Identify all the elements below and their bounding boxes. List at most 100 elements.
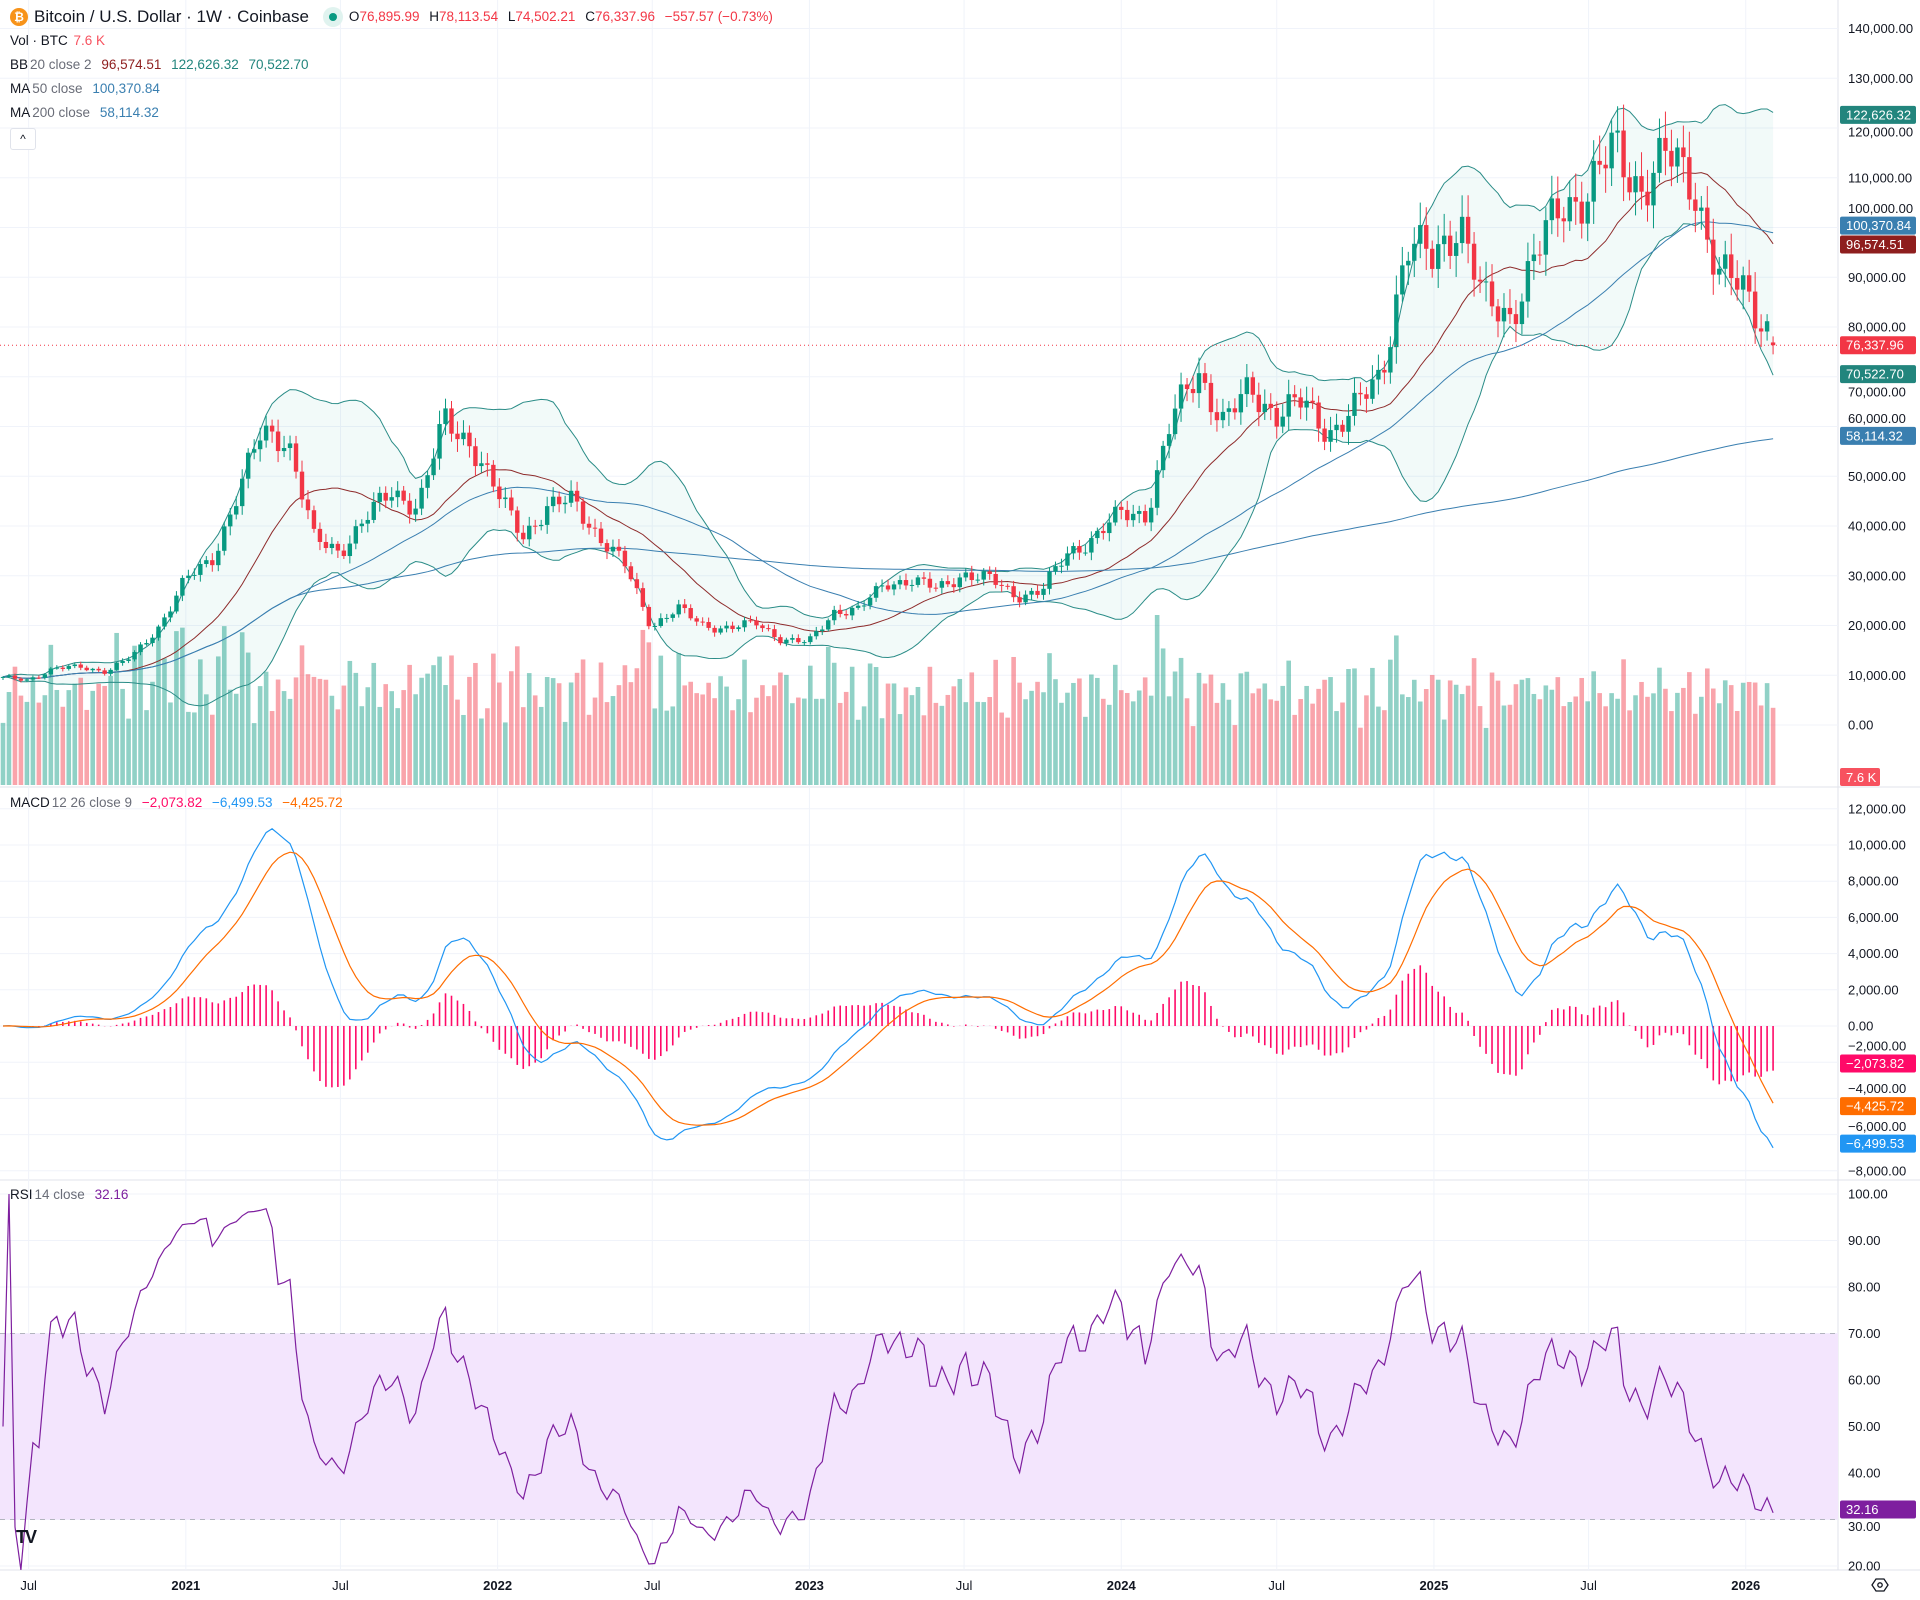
volume-bar xyxy=(60,706,66,785)
volume-bar xyxy=(736,699,741,785)
collapse-legend-button[interactable]: ^ xyxy=(10,128,36,150)
candle-body xyxy=(1394,294,1399,348)
bb-legend[interactable]: BB 20 close 2 96,574.51 122,626.32 70,522… xyxy=(10,57,309,72)
candle-body xyxy=(1328,430,1333,442)
ma200-legend[interactable]: MA 200 close 58,114.32 xyxy=(10,105,159,120)
symbol-title[interactable]: Bitcoin / U.S. Dollar · 1W · Coinbase xyxy=(34,7,309,26)
volume-bar xyxy=(413,694,418,785)
ma200-value: 58,114.32 xyxy=(99,105,159,120)
volume-bar xyxy=(1316,688,1321,785)
rsi-legend[interactable]: RSI 14 close 32.16 xyxy=(10,1187,129,1202)
candle-body xyxy=(1256,394,1261,413)
candle-body xyxy=(622,550,628,567)
candle-body xyxy=(389,497,394,501)
candle-body xyxy=(1447,235,1453,256)
candle-body xyxy=(1675,147,1680,167)
candle-body xyxy=(1214,412,1220,421)
candle-body xyxy=(1615,130,1620,133)
volume-bar xyxy=(945,694,951,785)
candle-body xyxy=(861,605,867,607)
rsi-axis-label: 30.00 xyxy=(1848,1519,1881,1534)
candle-body xyxy=(1065,553,1070,566)
volume-bar xyxy=(1561,706,1567,785)
price-axis-label: 130,000.00 xyxy=(1848,71,1913,86)
candle-body xyxy=(1669,150,1674,167)
volume-bar xyxy=(1675,692,1680,785)
volume-bar xyxy=(604,702,610,785)
candle-body xyxy=(347,543,353,557)
volume-bar xyxy=(909,695,915,785)
volume-bar xyxy=(903,687,909,785)
volume-bar xyxy=(1699,696,1704,785)
volume-bar xyxy=(239,632,245,785)
candle-body xyxy=(730,625,735,630)
candle-body xyxy=(1579,201,1584,224)
volume-bar xyxy=(790,703,795,785)
candle-body xyxy=(1364,394,1369,399)
candle-body xyxy=(1226,408,1232,412)
candle-body xyxy=(855,605,861,608)
tradingview-logo[interactable]: TV xyxy=(16,1527,37,1547)
candle-body xyxy=(826,620,831,630)
candle-body xyxy=(1137,511,1142,514)
candle-body xyxy=(1005,585,1010,587)
volume-bar xyxy=(1573,696,1579,785)
time-axis-label: Jul xyxy=(332,1578,349,1593)
volume-bar xyxy=(1089,674,1094,785)
candle-body xyxy=(1561,218,1566,222)
volume-bar xyxy=(1621,659,1626,785)
candle-body xyxy=(60,667,65,669)
volume-bar xyxy=(544,677,550,785)
volume-bar xyxy=(1770,707,1776,785)
macd-signal-line xyxy=(2,851,1774,1126)
volume-bar xyxy=(1011,656,1016,785)
rsi-axis-label: 80.00 xyxy=(1848,1280,1881,1295)
volume-bar xyxy=(1411,679,1417,785)
candle-body xyxy=(1202,373,1208,383)
volume-bar xyxy=(694,693,699,785)
candle-body xyxy=(718,628,723,633)
volume-bar xyxy=(933,702,939,785)
candle-body xyxy=(305,499,311,511)
candle-body xyxy=(975,579,980,581)
volume-bar xyxy=(1166,696,1172,785)
volume-bar xyxy=(473,662,478,785)
volume-bar xyxy=(837,702,843,785)
volume-bar xyxy=(1154,615,1160,785)
candle-body xyxy=(628,566,634,580)
candle-body xyxy=(1585,201,1590,224)
volume-bar xyxy=(700,694,705,785)
candle-body xyxy=(108,669,113,674)
candle-body xyxy=(1687,157,1692,200)
candle-body xyxy=(467,432,472,447)
volume-bar xyxy=(1609,693,1614,785)
settings-icon[interactable] xyxy=(1871,1578,1889,1592)
volume-bar xyxy=(1459,694,1465,785)
volume-bar xyxy=(1208,674,1214,785)
ma50-legend[interactable]: MA 50 close 100,370.84 xyxy=(10,81,160,96)
volume-bar xyxy=(885,683,891,785)
candle-body xyxy=(311,510,317,529)
volume-bar xyxy=(1394,635,1399,785)
candle-body xyxy=(879,585,885,587)
volume-legend[interactable]: Vol · BTC 7.6 K xyxy=(10,33,106,48)
candle-body xyxy=(1298,397,1303,408)
volume-bar xyxy=(425,673,430,785)
candle-body xyxy=(66,666,71,669)
candle-body xyxy=(610,546,616,552)
volume-bar xyxy=(54,689,60,785)
macd-legend[interactable]: MACD 12 26 close 9 −2,073.82 −6,499.53 −4… xyxy=(10,795,343,810)
candle-body xyxy=(616,546,622,551)
volume-bar xyxy=(1232,725,1238,785)
volume-bar xyxy=(1370,667,1375,785)
candle-body xyxy=(1603,164,1608,169)
candle-body xyxy=(281,448,287,452)
candle-body xyxy=(832,609,837,621)
candle-body xyxy=(269,425,275,432)
rsi-band-fill xyxy=(0,1333,1838,1520)
candle-body xyxy=(335,543,341,551)
candle-body xyxy=(592,527,598,529)
volume-bar xyxy=(1537,699,1543,785)
candle-body xyxy=(736,627,741,630)
